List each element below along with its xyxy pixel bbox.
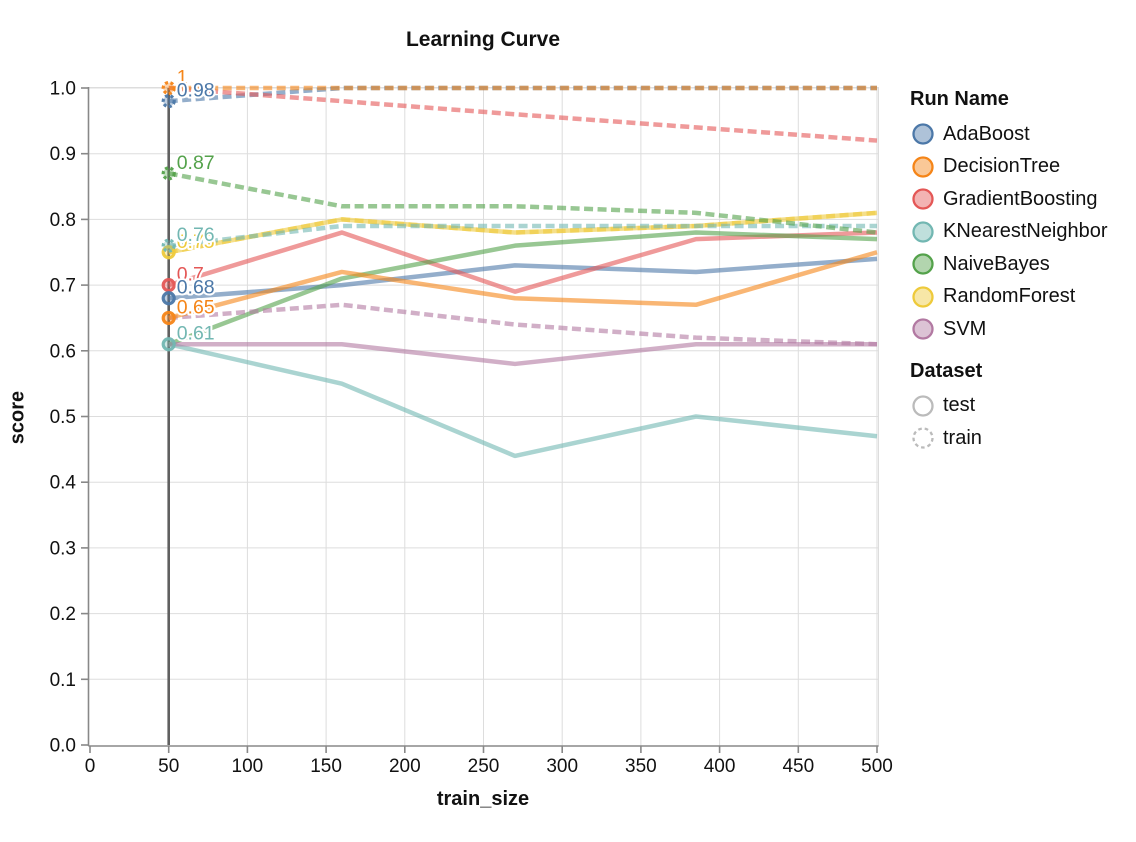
series-line-gradientboosting-train <box>168 85 878 143</box>
legend-dataset-title: Dataset <box>910 359 983 382</box>
legend-item-adaboost: AdaBoost <box>910 118 1136 151</box>
x-tick-label: 450 <box>782 756 814 777</box>
annotation-marker-adaboost-test <box>161 291 176 306</box>
legend-run-swatch-icon <box>912 253 934 275</box>
legend-run-list: AdaBoost DecisionTree GradientBoosting KNea… <box>910 118 1136 346</box>
annotation-label-randomforest-test: 0.75 <box>177 231 215 253</box>
annotation-label-adaboost-test: 0.68 <box>177 277 215 299</box>
y-tick-label: 0.9 <box>50 144 76 165</box>
annotation-label-decisiontree-train: 1 <box>177 67 188 89</box>
annotation-marker-knearestneighbor-train <box>161 238 176 253</box>
x-tick-label: 500 <box>861 756 893 777</box>
annotation-marker-decisiontree-train <box>161 80 176 96</box>
legend-item-label: KNearestNeighbor <box>943 220 1108 243</box>
legend-run-swatch-icon <box>912 221 934 243</box>
legend-run-swatch-icon <box>912 156 934 178</box>
legend-run-name-title: Run Name <box>910 88 1009 110</box>
annotation-marker-adaboost-train <box>161 94 176 109</box>
annotation-label-adaboost-train: 0.98 <box>177 80 215 102</box>
series-line-svm-train <box>168 302 878 347</box>
legend-item-label: AdaBoost <box>943 122 1030 145</box>
legend: Run Name AdaBoost DecisionTree GradientBoo… <box>910 86 1136 455</box>
x-tick-label: 0 <box>85 756 96 777</box>
annotation-label-knearestneighbor-train: 0.76 <box>177 224 215 246</box>
legend-item-naivebayes: NaiveBayes <box>910 248 1136 281</box>
annotation-marker-naivebayes-train <box>161 166 176 181</box>
y-tick-label: 0.5 <box>50 407 76 428</box>
legend-item-label: SVM <box>943 317 987 340</box>
legend-run-swatch-icon <box>912 286 934 308</box>
series-line-knearestneighbor-test <box>168 342 878 459</box>
legend-item-label: RandomForest <box>943 285 1076 308</box>
x-tick-label: 300 <box>546 756 578 777</box>
legend-item-label: DecisionTree <box>943 155 1061 178</box>
annotation-label-knearestneighbor-test: 0.61 <box>177 323 215 345</box>
legend-dataset-swatch-icon <box>912 427 934 449</box>
x-axis-title: train_size <box>436 788 530 810</box>
legend-item-label: GradientBoosting <box>943 187 1098 210</box>
y-tick-label: 1.0 <box>50 79 76 100</box>
x-tick-label: 350 <box>625 756 657 777</box>
annotation-marker-gradientboosting-test <box>161 278 176 293</box>
series-line-naivebayes-train <box>168 171 878 235</box>
annotation-label-naivebayes-train: 0.87 <box>177 152 215 174</box>
y-axis-title: score <box>6 390 29 445</box>
legend-run-swatch-icon <box>912 123 934 145</box>
y-tick-label: 0.3 <box>50 538 76 559</box>
x-tick-label: 250 <box>468 756 500 777</box>
x-tick-label: 200 <box>389 756 421 777</box>
annotation-label-gradientboosting-test: 0.7 <box>177 264 204 286</box>
legend-item-label: NaiveBayes <box>943 252 1050 275</box>
y-tick-label: 0.6 <box>50 341 76 362</box>
legend-item-dataset-train: train <box>910 422 1136 455</box>
legend-item-decisiontree: DecisionTree <box>910 151 1136 184</box>
annotation-label-decisiontree-test: 0.65 <box>177 296 215 318</box>
legend-item-randomforest: RandomForest <box>910 281 1136 314</box>
x-tick-label: 150 <box>310 756 342 777</box>
annotation-marker-knearestneighbor-test <box>161 337 176 352</box>
series-line-decisiontree-test <box>168 250 878 321</box>
legend-item-gradientboosting: GradientBoosting <box>910 183 1136 216</box>
series-line-naivebayes-test <box>167 230 878 347</box>
legend-dataset-list: test train <box>910 390 1136 455</box>
legend-dataset-swatch-icon <box>912 395 934 417</box>
x-tick-label: 400 <box>704 756 736 777</box>
y-tick-label: 0.8 <box>50 210 76 231</box>
legend-run-swatch-icon <box>912 188 934 210</box>
x-tick-label: 100 <box>232 756 264 777</box>
x-tick-label: 50 <box>158 756 179 777</box>
legend-item-label: train <box>943 426 982 449</box>
legend-item-knearestneighbor: KNearestNeighbor <box>910 216 1136 249</box>
series-line-knearestneighbor-train <box>168 223 877 248</box>
series-line-svm-test <box>168 341 877 367</box>
annotation-marker-decisiontree-test <box>161 310 176 326</box>
legend-run-swatch-icon <box>912 318 934 340</box>
legend-item-svm: SVM <box>910 313 1136 346</box>
y-tick-label: 0.0 <box>50 736 76 757</box>
y-tick-label: 0.2 <box>50 604 76 625</box>
y-tick-label: 0.7 <box>50 276 76 297</box>
y-tick-label: 0.4 <box>50 473 77 494</box>
chart-title: Learning Curve <box>405 28 561 51</box>
legend-item-dataset-test: test <box>910 390 1136 423</box>
legend-item-label: test <box>943 394 976 417</box>
series-line-adaboost-test <box>168 256 878 301</box>
y-tick-label: 0.1 <box>50 670 76 691</box>
